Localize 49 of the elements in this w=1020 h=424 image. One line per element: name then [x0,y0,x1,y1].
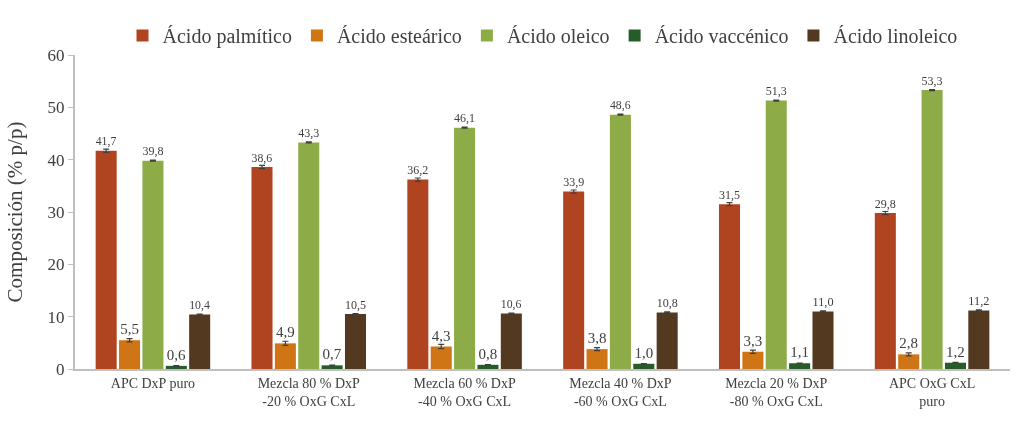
y-tick-label: 40 [47,150,65,170]
data-label: 10,8 [656,296,678,311]
x-tick-label: APC DxP puro [110,375,196,391]
data-label: 0,6 [166,346,186,363]
data-label: 4,9 [276,324,295,341]
x-tick-label: APC OxG CxL puro [888,375,976,409]
data-label: 43,3 [298,126,320,140]
x-tick-label: Mezcla 60 % DxP -40 % OxG CxL [413,375,516,409]
data-label: 33,9 [563,175,585,190]
y-tick-label: 50 [47,98,65,118]
data-label: 39,8 [142,144,164,159]
data-label: 10,4 [189,298,210,313]
data-label: 36,2 [407,163,429,178]
legend-label: Ácido vaccénico [654,25,789,48]
data-label: 1,0 [634,344,654,361]
data-label: 11,2 [968,293,990,308]
data-label: 46,1 [454,111,476,126]
y-tick-label: 0 [56,359,65,379]
data-label: 0,8 [478,345,498,362]
data-label: 3,8 [587,330,607,347]
y-tick-label: 10 [47,307,65,327]
y-tick-label: 20 [47,255,65,275]
data-label: 53,3 [921,73,943,88]
x-tick-label: Mezcla 20 % DxP -80 % OxG CxL [725,375,828,409]
y-axis-title: Composición (% p/p) [3,121,27,303]
legend-label: Ácido oleico [506,25,610,48]
data-label: 3,3 [743,332,763,349]
data-label: 0,7 [322,346,342,363]
x-tick-label: Mezcla 80 % DxP -20 % OxG CxL [257,375,361,409]
data-label: 51,3 [765,84,787,99]
data-label: 5,5 [120,321,139,338]
data-label: 2,8 [899,335,919,352]
data-label: 1,1 [790,344,809,361]
data-label: 29,8 [874,196,896,211]
data-label: 11,0 [812,294,834,309]
data-label: 4,3 [431,327,451,344]
legend-label: Ácido linoleico [833,25,958,48]
data-label: 1,2 [946,343,965,360]
data-label: 10,5 [344,297,367,312]
y-tick-label: 60 [47,45,65,65]
data-label: 48,6 [609,98,631,113]
x-tick-label: Mezcla 40 % DxP -60 % OxG CxL [569,375,672,409]
y-tick-label: 30 [47,202,65,222]
legend-label: Ácido esteárico [336,25,462,48]
data-label: 41,7 [95,134,117,149]
legend-label: Ácido palmítico [162,25,292,49]
data-label: 31,5 [718,187,741,202]
data-label: 38,6 [251,150,273,165]
data-label: 10,6 [500,297,522,312]
